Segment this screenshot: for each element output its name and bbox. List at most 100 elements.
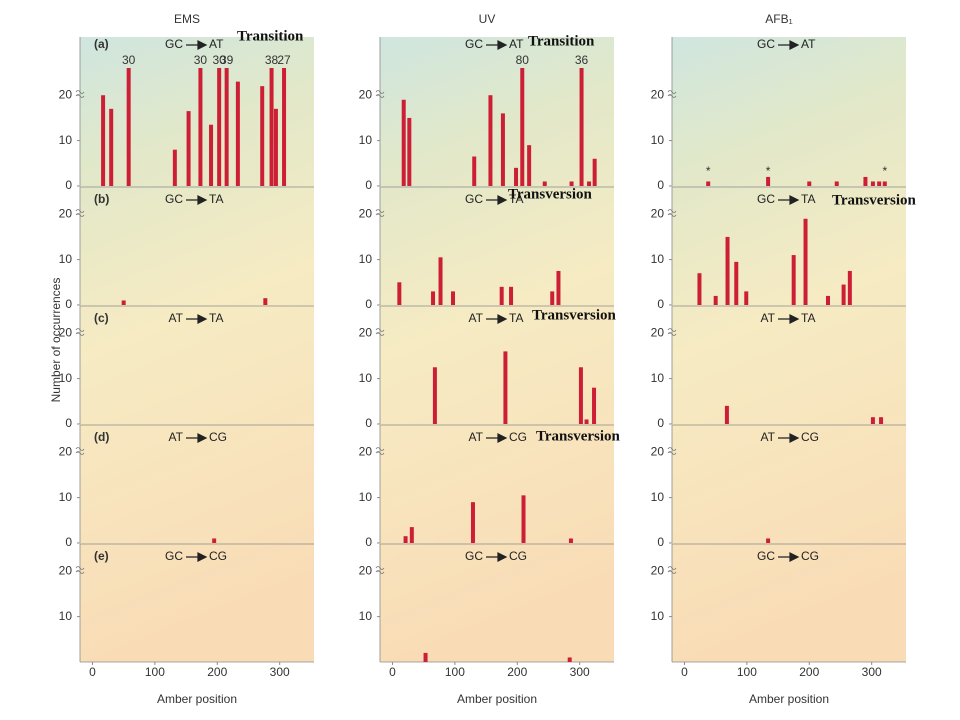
mutation-arrow (486, 552, 508, 562)
bar (521, 495, 526, 543)
y-tick-label: 10 (359, 609, 373, 623)
mutation-to: CG (509, 430, 527, 444)
overlay-label: Transversion (508, 186, 593, 202)
y-tick-label: 0 (365, 416, 372, 430)
mutation-to: CG (209, 549, 227, 563)
x-tick-label: 0 (89, 665, 96, 679)
bar (592, 158, 597, 186)
bar (509, 286, 514, 305)
y-tick-label: 20 (651, 206, 665, 220)
mutation-from: GC (465, 549, 483, 563)
y-tick-label: 0 (365, 178, 372, 192)
y-tick-label: 0 (657, 178, 664, 192)
bar (217, 68, 222, 186)
bar (470, 502, 475, 543)
bar (198, 68, 203, 186)
mutation-arrow (486, 433, 508, 443)
y-tick-label: 20 (59, 444, 73, 458)
bar (870, 417, 875, 424)
y-tick-label: 20 (651, 563, 665, 577)
mutation-to: CG (801, 549, 819, 563)
bar (568, 538, 573, 543)
x-tick-label: 200 (799, 665, 819, 679)
mutation-to: CG (509, 549, 527, 563)
bar-value-label: 27 (277, 53, 291, 67)
x-tick-label: 300 (570, 665, 590, 679)
mutation-arrow (186, 314, 208, 324)
column-title: UV (479, 12, 496, 26)
mutation-from: GC (165, 37, 183, 51)
y-tick-label: 20 (359, 87, 373, 101)
bar (438, 257, 443, 305)
x-tick-label: 100 (737, 665, 757, 679)
bar (397, 282, 402, 305)
bar (263, 298, 268, 305)
bar (579, 68, 584, 186)
mutation-arrow (186, 195, 208, 205)
column-title: EMS (174, 12, 200, 26)
mutation-to: TA (209, 311, 223, 325)
x-tick-label: 200 (207, 665, 227, 679)
y-tick-label: 10 (651, 252, 665, 266)
x-tick-label: 200 (507, 665, 527, 679)
mutation-to: TA (509, 192, 523, 206)
bar (556, 270, 561, 305)
y-tick-label: 20 (59, 563, 73, 577)
panel-label: (b) (94, 192, 109, 206)
overlay-label: Transversion (536, 428, 621, 444)
mutation-arrow (486, 40, 508, 50)
bar (186, 111, 191, 186)
bar (841, 284, 846, 305)
mutation-from: GC (465, 37, 483, 51)
bar (803, 218, 808, 305)
y-tick-label: 10 (359, 133, 373, 147)
bar (472, 156, 477, 186)
y-tick-label: 10 (651, 371, 665, 385)
y-tick-label: 20 (59, 206, 73, 220)
bar (744, 291, 749, 305)
x-tick-label: 100 (145, 665, 165, 679)
mutation-from: AT (761, 311, 776, 325)
bar (260, 86, 265, 186)
mutation-to: TA (209, 192, 223, 206)
bar (431, 291, 436, 305)
y-tick-label: 0 (65, 178, 72, 192)
mutation-arrow (778, 552, 800, 562)
x-tick-label: 0 (389, 665, 396, 679)
y-axis-label: Number of occurrences (49, 278, 63, 403)
bar (713, 295, 718, 305)
column-title: AFB₁ (765, 12, 792, 26)
bar (550, 291, 555, 305)
bar (766, 538, 771, 543)
annotation: * (882, 164, 887, 178)
bar (488, 95, 493, 186)
bar (224, 68, 229, 186)
panel-label: (c) (94, 311, 109, 325)
bar (212, 538, 217, 543)
bar-value-label: 30 (194, 53, 208, 67)
overlay-label: Transversion (532, 307, 617, 323)
overlay-label: Transversion (832, 192, 917, 208)
bar-value-label: 38 (265, 53, 279, 67)
bar (807, 181, 812, 186)
mutation-arrow (778, 433, 800, 443)
bar (697, 273, 702, 305)
x-tick-label: 0 (681, 665, 688, 679)
mutation-from: GC (165, 549, 183, 563)
panel-background (672, 37, 906, 662)
mutation-from: GC (165, 192, 183, 206)
mutation-from: GC (757, 37, 775, 51)
bar (499, 286, 504, 305)
mutation-to: AT (209, 37, 224, 51)
x-tick-label: 300 (270, 665, 290, 679)
bar (101, 95, 106, 186)
bar (724, 405, 729, 424)
mutation-from: AT (169, 311, 184, 325)
bar (109, 108, 114, 186)
y-tick-label: 20 (359, 325, 373, 339)
y-tick-label: 10 (59, 133, 73, 147)
bar (409, 527, 414, 543)
mutation-to: AT (509, 37, 524, 51)
panel-label: (e) (94, 549, 109, 563)
annotation: * (766, 164, 771, 178)
